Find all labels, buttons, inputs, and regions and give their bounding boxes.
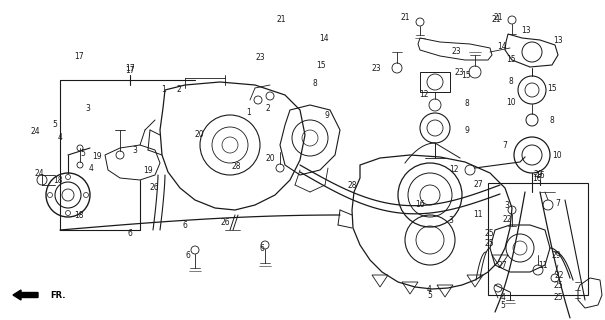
Text: 16: 16 (532, 173, 542, 182)
Text: 24: 24 (34, 169, 44, 178)
Text: 19: 19 (143, 165, 153, 174)
Text: 21: 21 (493, 12, 503, 21)
Text: 24: 24 (30, 127, 40, 136)
Text: 26: 26 (149, 183, 159, 192)
Text: 16: 16 (416, 200, 425, 209)
Text: 6: 6 (186, 251, 191, 260)
Text: 23: 23 (371, 63, 381, 73)
Text: 6: 6 (182, 221, 187, 230)
Text: 4: 4 (88, 164, 93, 172)
Text: 25: 25 (553, 282, 563, 291)
Text: 3: 3 (132, 146, 137, 155)
Text: 29: 29 (551, 251, 561, 260)
Text: 1: 1 (247, 108, 251, 116)
Text: 10: 10 (552, 150, 562, 159)
Bar (420, 72, 450, 92)
Text: 16: 16 (535, 171, 545, 180)
Text: 12: 12 (450, 164, 459, 173)
Text: 25: 25 (484, 229, 494, 238)
Text: 11: 11 (473, 210, 483, 219)
FancyArrow shape (13, 290, 38, 300)
Text: 3: 3 (85, 104, 90, 113)
Text: 7: 7 (503, 141, 508, 150)
Text: 5: 5 (80, 148, 85, 157)
Text: FR.: FR. (50, 291, 65, 300)
Text: 29: 29 (534, 170, 543, 179)
Text: 21: 21 (276, 15, 286, 24)
Text: 9: 9 (324, 111, 329, 120)
Text: 11: 11 (538, 261, 548, 270)
Text: 9: 9 (465, 125, 469, 134)
Text: 14: 14 (497, 42, 507, 51)
Text: 28: 28 (231, 162, 241, 171)
Text: 20: 20 (195, 130, 204, 139)
Text: 7: 7 (555, 198, 560, 207)
Text: 4: 4 (500, 293, 505, 302)
Text: 27: 27 (473, 180, 483, 188)
Text: 22: 22 (554, 271, 564, 281)
Text: 10: 10 (506, 98, 516, 107)
Text: 18: 18 (74, 211, 83, 220)
Text: 25: 25 (484, 239, 494, 248)
Bar (488, 183, 588, 295)
Text: 17: 17 (125, 63, 135, 73)
Text: 19: 19 (92, 152, 102, 161)
Text: 5: 5 (500, 301, 505, 310)
Text: 23: 23 (452, 47, 462, 56)
Text: 15: 15 (547, 84, 557, 92)
Text: 13: 13 (522, 26, 531, 35)
Text: 21: 21 (491, 15, 501, 24)
Text: 1: 1 (161, 85, 166, 94)
Text: 8: 8 (312, 79, 317, 88)
Text: 4: 4 (427, 285, 432, 294)
Text: 13: 13 (553, 36, 563, 44)
Text: 18: 18 (53, 176, 62, 185)
Text: 28: 28 (347, 180, 357, 189)
Text: 3: 3 (505, 201, 509, 210)
Text: 26: 26 (220, 218, 230, 227)
Text: 15: 15 (316, 61, 325, 70)
Text: 20: 20 (265, 154, 275, 163)
Text: 22: 22 (502, 215, 512, 224)
Text: 12: 12 (419, 90, 428, 99)
Text: 14: 14 (319, 34, 329, 43)
Text: 6: 6 (128, 229, 132, 238)
Text: 15: 15 (461, 70, 471, 79)
Text: 23: 23 (454, 68, 464, 76)
Text: 5: 5 (427, 292, 432, 300)
Text: 15: 15 (506, 55, 516, 64)
Text: 17: 17 (125, 66, 135, 75)
Text: 8: 8 (509, 77, 514, 86)
Text: 17: 17 (74, 52, 83, 60)
Text: 25: 25 (553, 292, 563, 301)
Text: 27: 27 (497, 260, 507, 269)
Text: 8: 8 (549, 116, 554, 124)
Text: 4: 4 (58, 133, 63, 142)
Text: 2: 2 (266, 103, 270, 113)
Text: 21: 21 (401, 12, 410, 21)
Text: 6: 6 (260, 244, 264, 252)
Text: 3: 3 (448, 216, 453, 225)
Text: 2: 2 (176, 85, 181, 94)
Text: 23: 23 (255, 53, 265, 62)
Text: 8: 8 (465, 99, 469, 108)
Text: 5: 5 (52, 120, 57, 129)
